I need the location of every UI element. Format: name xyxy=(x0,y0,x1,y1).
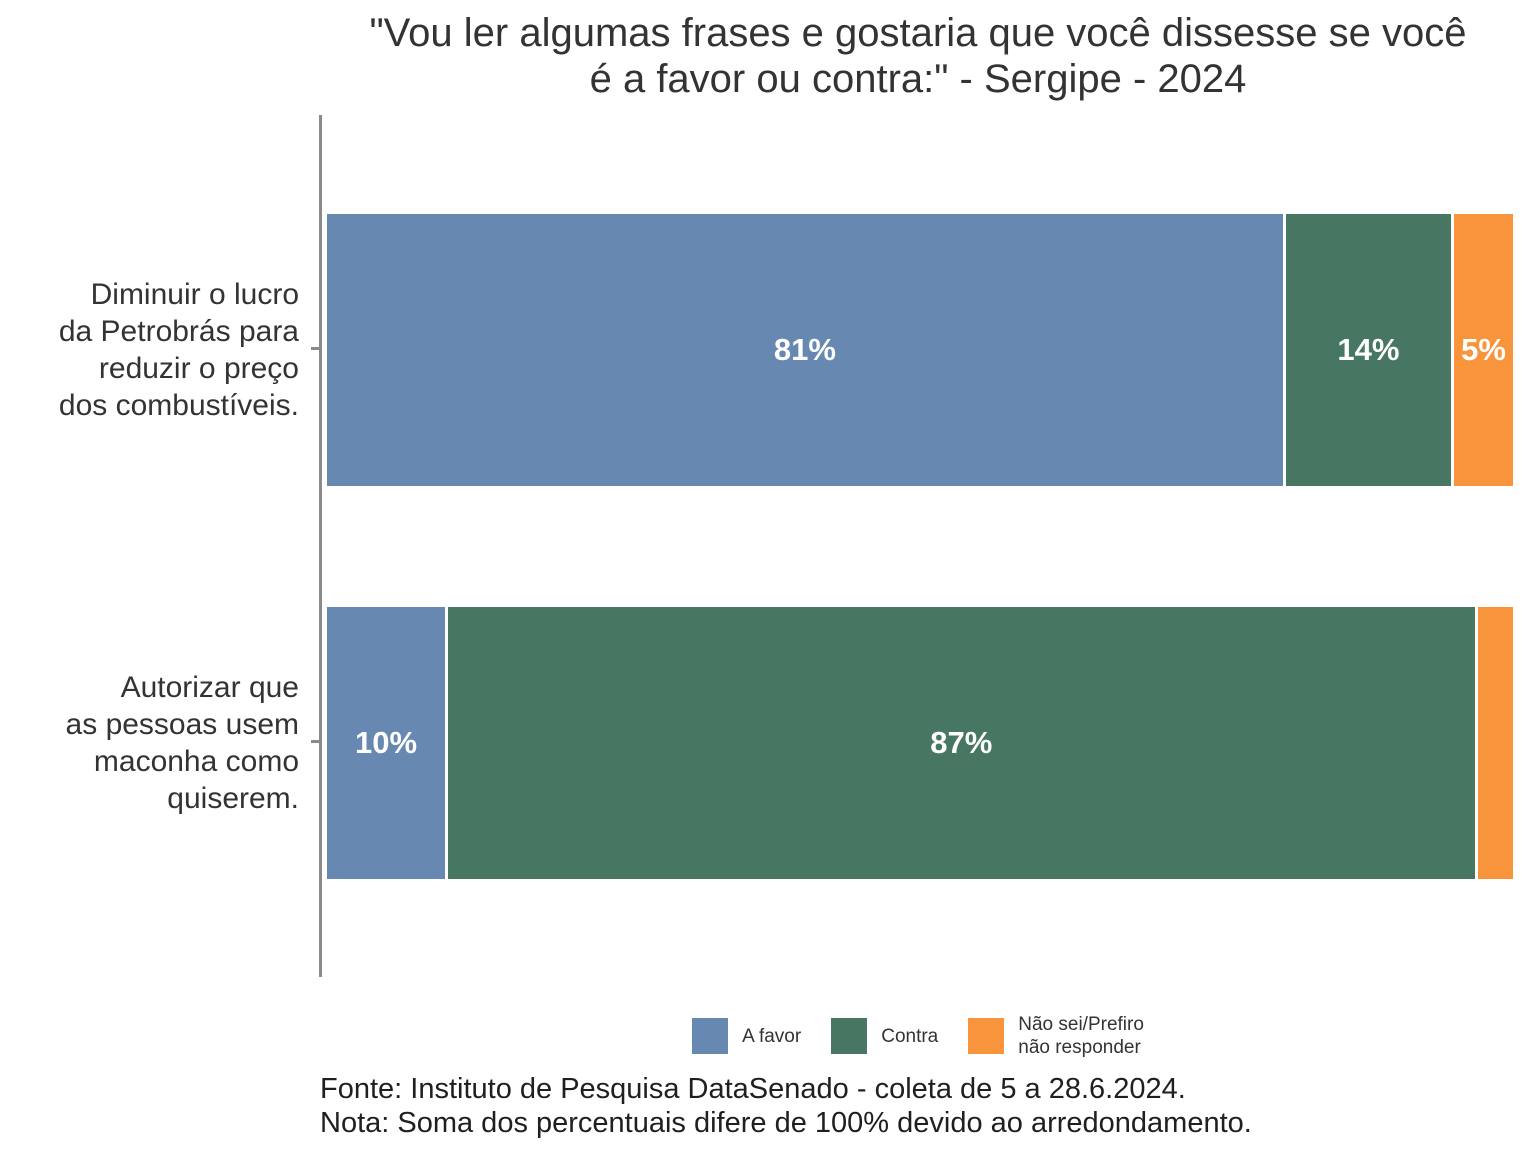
legend-label: Não sei/Prefiro não responder xyxy=(1018,1014,1144,1058)
bar-petrobras: 81% 14% 5% xyxy=(327,214,1513,486)
source-note: Fonte: Instituto de Pesquisa DataSenado … xyxy=(320,1073,1186,1105)
legend-item-contra: Contra xyxy=(831,1018,938,1054)
bar-segment-contra: 14% xyxy=(1285,214,1451,486)
y-axis-line xyxy=(319,115,322,977)
legend-label: Contra xyxy=(881,1025,939,1047)
segment-value-label: 81% xyxy=(773,332,836,367)
bar-segment-nao-sei: 5% xyxy=(1454,214,1513,486)
bar-segment-a-favor: 10% xyxy=(327,607,445,879)
bar-segment-nao-sei xyxy=(1477,607,1513,879)
legend-item-nao-sei: Não sei/Prefiro não responder xyxy=(968,1013,1144,1059)
segment-value-label: 5% xyxy=(1461,332,1506,367)
y-axis-tick xyxy=(311,740,320,743)
segment-value-label: 14% xyxy=(1337,332,1400,367)
bar-segment-contra: 87% xyxy=(448,607,1475,879)
bar-segment-a-favor: 81% xyxy=(327,214,1283,486)
category-label-petrobras: Diminuir o lucro da Petrobrás para reduz… xyxy=(58,278,299,422)
bar-maconha: 10% 87% xyxy=(327,607,1513,879)
legend-label: A favor xyxy=(742,1025,802,1047)
y-axis-tick xyxy=(311,347,320,350)
segment-value-label: 10% xyxy=(354,725,418,760)
legend: A favor Contra Não sei/Prefiro não respo… xyxy=(320,1008,1516,1064)
segment-value-label: 87% xyxy=(930,725,993,760)
legend-swatch-nao-sei xyxy=(968,1018,1005,1054)
legend-swatch-contra xyxy=(831,1018,868,1054)
legend-item-a-favor: A favor xyxy=(692,1018,801,1054)
chart-title: "Vou ler algumas frases e gostaria que v… xyxy=(369,11,1467,101)
category-label-maconha: Autorizar que as pessoas usem maconha co… xyxy=(65,671,299,815)
legend-swatch-a-favor xyxy=(692,1018,729,1054)
chart-footnotes: Fonte: Instituto de Pesquisa DataSenado … xyxy=(320,1072,1520,1140)
rounding-note: Nota: Soma dos percentuais difere de 100… xyxy=(320,1107,1252,1139)
